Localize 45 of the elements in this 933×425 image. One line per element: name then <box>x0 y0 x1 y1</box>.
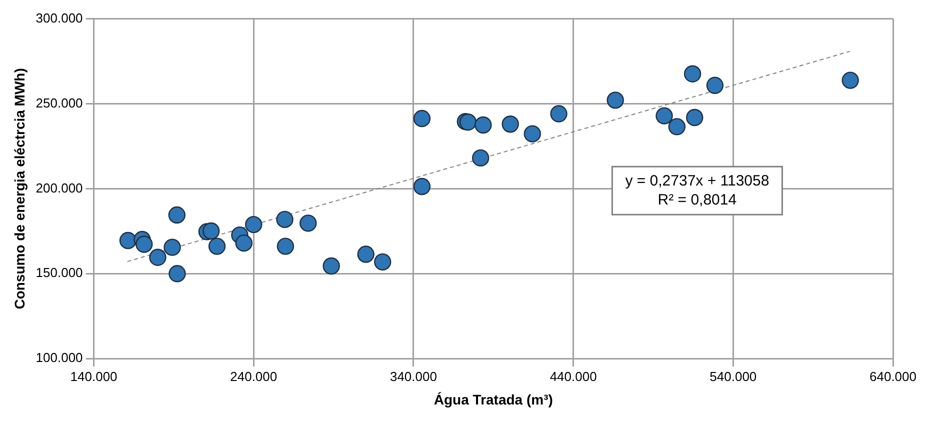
x-tick-label: 340.000 <box>390 368 437 384</box>
point <box>524 125 541 142</box>
point <box>842 72 859 89</box>
point <box>300 214 317 232</box>
y-tick-label: 250.000 <box>36 95 83 110</box>
point <box>119 232 137 250</box>
x-tick-label: 240.000 <box>230 368 278 384</box>
x-tick-label: 440.000 <box>550 368 597 384</box>
point <box>149 248 166 266</box>
point <box>276 238 294 255</box>
point <box>706 76 724 94</box>
x-axis-title: Água Tratada (m³) <box>434 391 553 408</box>
point <box>413 178 431 196</box>
point <box>168 265 186 282</box>
y-tick-label: 200.000 <box>36 180 83 196</box>
annotation: R² = 0,8014 <box>658 191 737 208</box>
y-tick-label: 300.000 <box>36 10 83 26</box>
y-tick-label: 150.000 <box>36 265 83 280</box>
point <box>357 246 374 263</box>
point <box>374 253 392 271</box>
point <box>322 257 340 275</box>
point <box>684 65 702 82</box>
point <box>686 108 704 126</box>
point <box>276 210 294 228</box>
point <box>245 216 262 234</box>
point <box>606 92 624 109</box>
point <box>168 206 186 224</box>
point <box>235 234 252 252</box>
point <box>550 105 568 122</box>
point <box>164 238 181 256</box>
point <box>472 149 490 167</box>
point <box>208 238 226 255</box>
point <box>413 110 431 128</box>
point <box>656 107 673 124</box>
point <box>136 236 153 253</box>
point <box>202 222 220 240</box>
y-tick-label: 100.000 <box>36 350 83 366</box>
point <box>502 116 519 133</box>
y-axis-title: Consumo de energia eléctrcia MWh) <box>11 68 28 310</box>
x-tick-label: 140.000 <box>70 368 118 384</box>
point <box>668 118 686 136</box>
point <box>474 116 492 134</box>
annotation: y = 0,2737x + 113058 <box>625 172 770 190</box>
x-tick-label: 540.000 <box>710 368 757 384</box>
x-tick-label: 640.000 <box>870 368 916 384</box>
